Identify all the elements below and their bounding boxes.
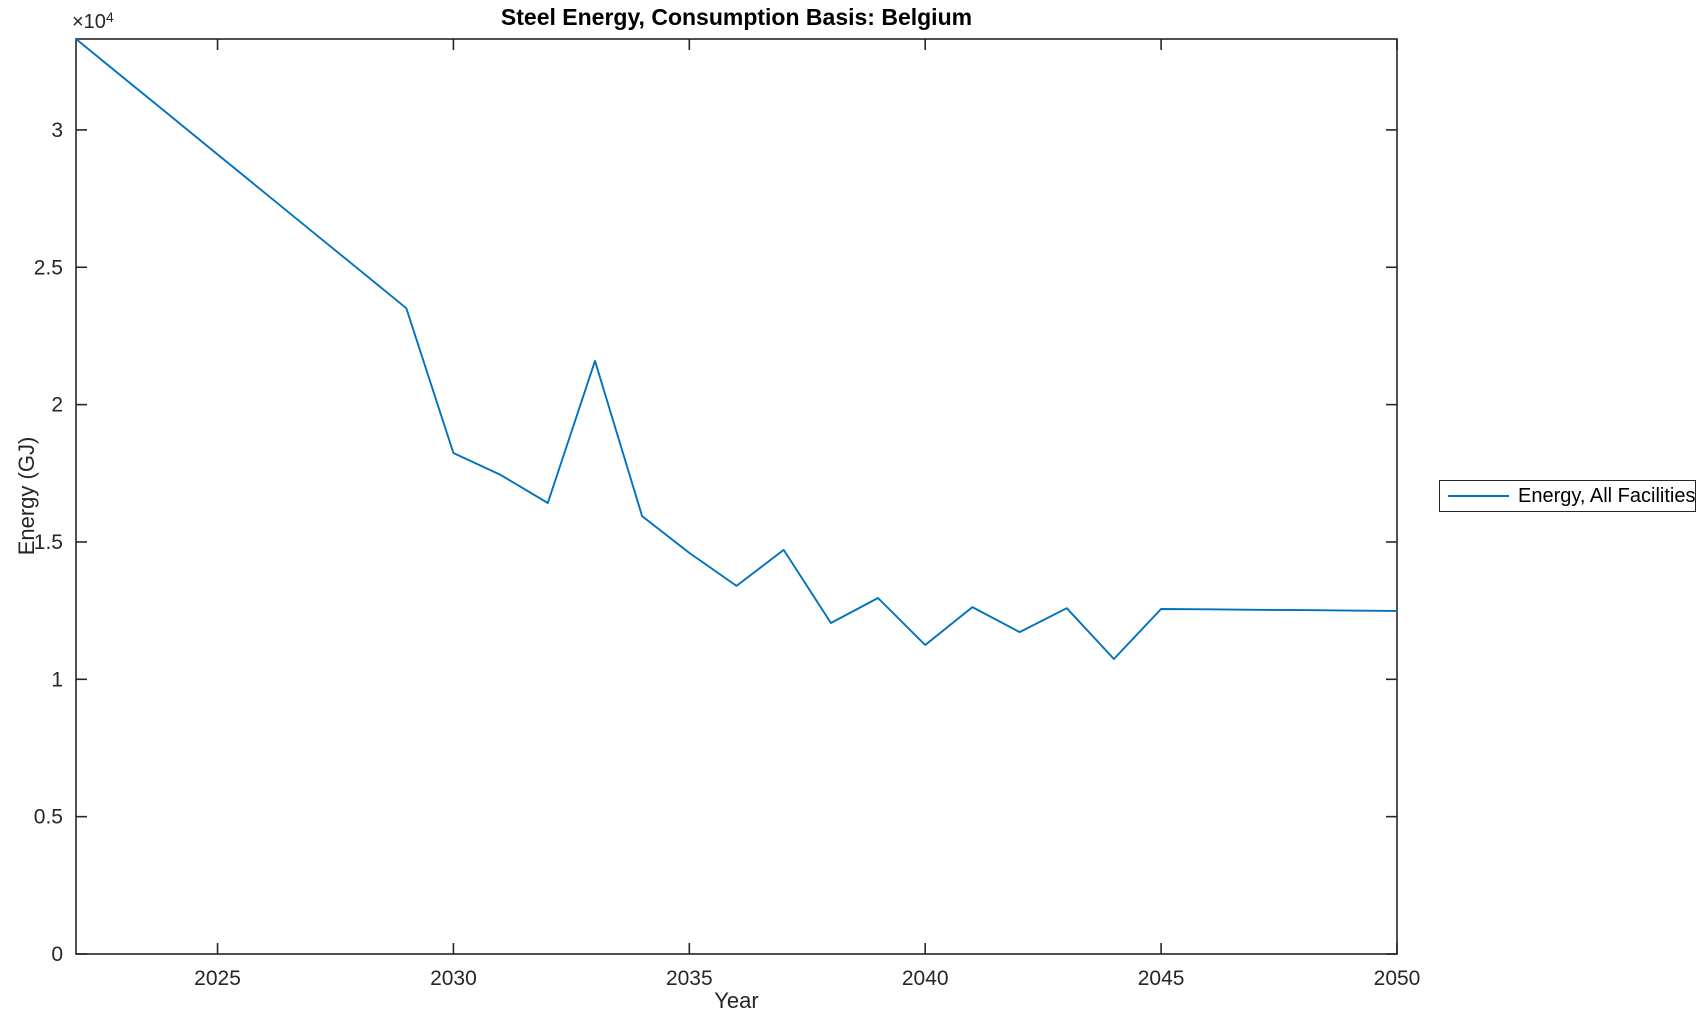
y-tick-label: 2.5 <box>34 256 63 279</box>
x-tick-label: 2045 <box>1138 967 1185 990</box>
y-tick-label: 0.5 <box>34 806 63 829</box>
y-axis-multiplier: ×104 <box>72 9 114 34</box>
series-line <box>75 38 1398 660</box>
y-axis-multiplier-exponent: 4 <box>105 9 114 25</box>
legend-line-sample <box>1448 495 1509 497</box>
y-axis-multiplier-base: ×10 <box>72 11 106 33</box>
y-tick-label: 2 <box>51 394 63 417</box>
x-tick-label: 2025 <box>194 967 241 990</box>
x-tick-label: 2040 <box>902 967 949 990</box>
x-axis-label: Year <box>714 988 759 1013</box>
y-tick-label: 1 <box>51 668 63 691</box>
y-tick-label: 1.5 <box>34 531 63 554</box>
x-tick-label: 2030 <box>430 967 477 990</box>
legend: Energy, All Facilities <box>1439 480 1696 512</box>
y-tick-label: 3 <box>51 119 63 142</box>
plot-box <box>75 38 1398 955</box>
x-tick-label: 2050 <box>1374 967 1421 990</box>
legend-label: Energy, All Facilities <box>1518 484 1696 507</box>
y-tick-label: 0 <box>51 943 63 966</box>
x-tick-label: 2035 <box>666 967 713 990</box>
chart-title: Steel Energy, Consumption Basis: Belgium <box>500 4 973 30</box>
